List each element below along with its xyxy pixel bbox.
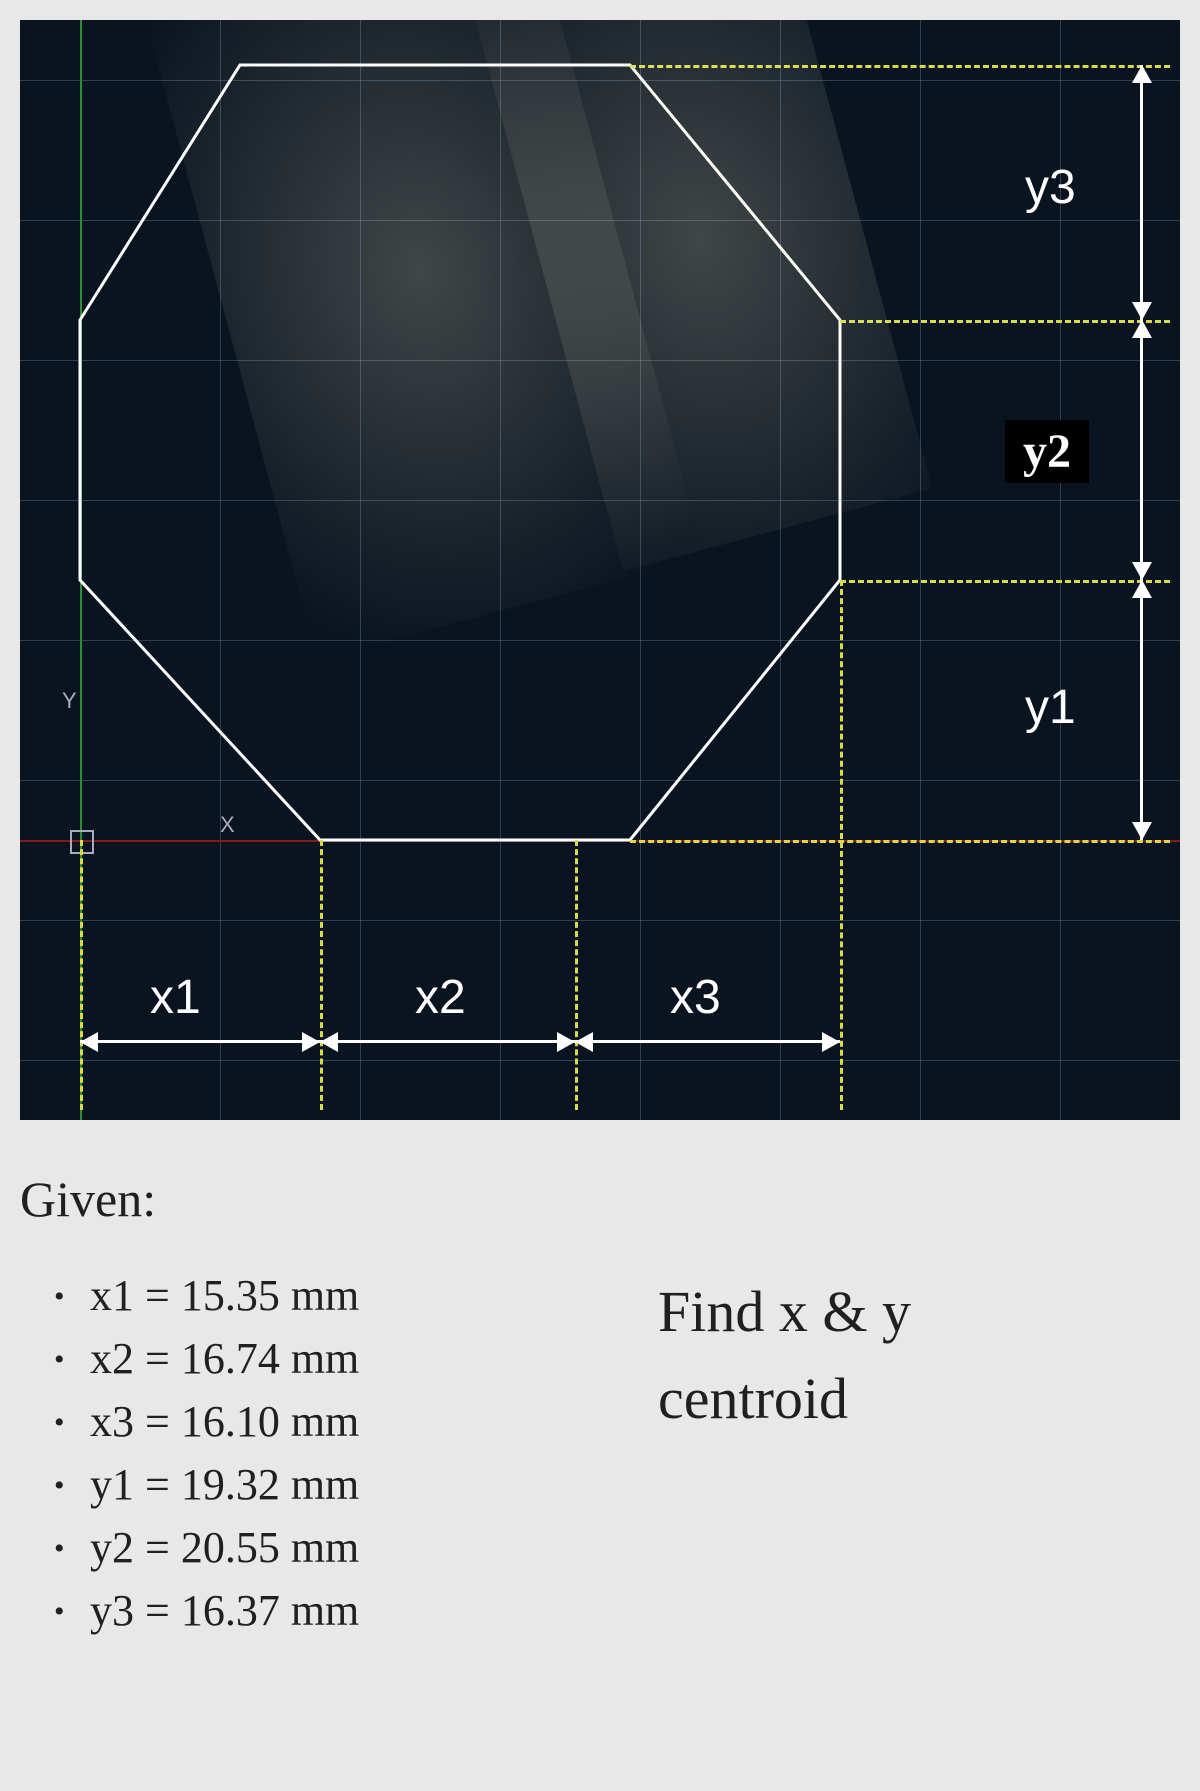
dim-label-y1: y1 [1025,680,1076,735]
dim-arrow-x1 [80,1040,320,1043]
dim-label-y2: y2 [1005,420,1089,483]
given-item: y3 = 16.37 mm [90,1585,658,1636]
dim-label-x2: x2 [415,970,466,1025]
dim-arrow-x3 [575,1040,840,1043]
extension-line [840,580,843,1110]
problem-text: Given: x1 = 15.35 mm x2 = 16.74 mm x3 = … [0,1140,1200,1688]
dim-label-x3: x3 [670,970,721,1025]
dim-arrow-y3 [1140,65,1143,320]
task-text: Find x & y centroid [658,1268,1180,1442]
extension-line [630,840,1170,843]
shape-outline [20,20,1180,1120]
dim-label-y3: y3 [1025,160,1076,215]
given-item: x2 = 16.74 mm [90,1333,658,1384]
extension-line [840,320,1170,323]
dim-label-x1: x1 [150,970,201,1025]
extension-line [840,580,1170,583]
given-list: x1 = 15.35 mm x2 = 16.74 mm x3 = 16.10 m… [20,1270,658,1636]
given-item: x1 = 15.35 mm [90,1270,658,1321]
given-item: x3 = 16.10 mm [90,1396,658,1447]
given-item: y2 = 20.55 mm [90,1522,658,1573]
given-item: y1 = 19.32 mm [90,1459,658,1510]
dim-arrow-y1 [1140,580,1143,840]
dim-arrow-y2 [1140,320,1143,580]
extension-line [575,840,578,1110]
given-heading: Given: [20,1170,1180,1228]
extension-line [80,840,83,1110]
task-line2: centroid [658,1355,1180,1442]
dim-arrow-x2 [320,1040,575,1043]
task-line1: Find x & y [658,1268,1180,1355]
extension-line [630,65,1170,68]
cad-diagram: Y X x1 x2 x3 y1 y2 y3 [20,20,1180,1120]
extension-line [320,840,323,1110]
